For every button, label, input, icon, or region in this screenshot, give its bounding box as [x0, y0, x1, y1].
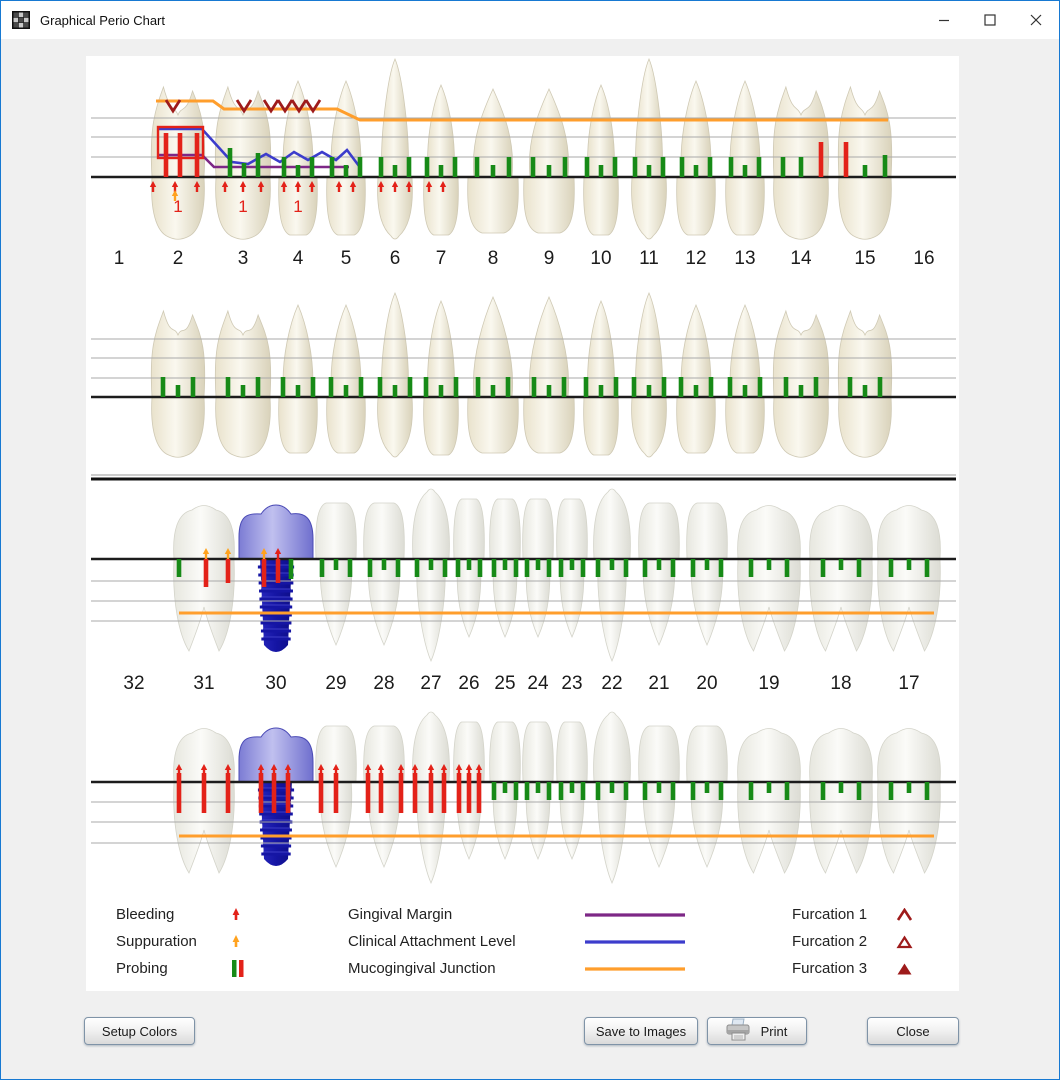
svg-text:1: 1 [293, 197, 302, 216]
suppuration-icon [230, 934, 242, 949]
svg-text:26: 26 [458, 673, 479, 694]
svg-text:14: 14 [790, 248, 812, 269]
svg-text:19: 19 [758, 673, 779, 694]
svg-text:1: 1 [173, 197, 182, 216]
svg-text:1: 1 [114, 248, 125, 269]
svg-text:2: 2 [173, 248, 184, 269]
svg-text:9: 9 [544, 248, 555, 269]
legend: Bleeding Suppuration Probing Gingival Ma… [86, 901, 959, 996]
app-icon [11, 10, 31, 30]
legend-column-1: Bleeding Suppuration Probing [116, 901, 246, 982]
svg-text:12: 12 [685, 248, 706, 269]
svg-text:18: 18 [830, 673, 851, 694]
bleeding-icon [230, 907, 242, 922]
minimize-icon [939, 19, 949, 22]
maximize-button[interactable] [967, 1, 1013, 39]
svg-text:7: 7 [436, 248, 447, 269]
legend-item-mucogingival-junction: Mucogingival Junction [348, 955, 686, 982]
printer-icon [725, 1018, 751, 1045]
svg-text:29: 29 [325, 673, 346, 694]
svg-text:11: 11 [639, 248, 659, 269]
svg-text:25: 25 [494, 673, 515, 694]
svg-text:6: 6 [390, 248, 401, 269]
svg-text:10: 10 [590, 248, 611, 269]
svg-text:16: 16 [913, 248, 934, 269]
maximize-icon [984, 14, 996, 26]
legend-column-2: Gingival Margin Clinical Attachment Leve… [348, 901, 686, 982]
svg-text:4: 4 [293, 248, 304, 269]
svg-text:5: 5 [341, 248, 352, 269]
furcation-2-icon [896, 934, 913, 949]
svg-text:13: 13 [734, 248, 755, 269]
mucogingival-junction-line-icon [584, 965, 686, 973]
close-dialog-button[interactable]: Close [867, 1017, 959, 1045]
legend-item-bleeding: Bleeding [116, 901, 246, 928]
svg-text:20: 20 [696, 673, 717, 694]
svg-text:3: 3 [238, 248, 249, 269]
gingival-margin-line-icon [584, 911, 686, 919]
legend-item-gingival-margin: Gingival Margin [348, 901, 686, 928]
close-button[interactable] [1013, 1, 1059, 39]
svg-text:27: 27 [420, 673, 441, 694]
print-button[interactable]: Print [707, 1017, 807, 1045]
legend-item-suppuration: Suppuration [116, 928, 246, 955]
svg-text:24: 24 [527, 673, 549, 694]
svg-text:8: 8 [488, 248, 499, 269]
svg-text:22: 22 [601, 673, 622, 694]
close-icon [1030, 14, 1042, 26]
legend-column-3: Furcation 1 Furcation 2 Furcation 3 [792, 901, 913, 982]
svg-text:17: 17 [898, 673, 919, 694]
svg-text:21: 21 [648, 673, 669, 694]
svg-text:1: 1 [238, 197, 247, 216]
window-controls [921, 1, 1059, 39]
legend-item-furcation-1: Furcation 1 [792, 901, 913, 928]
svg-text:30: 30 [265, 673, 286, 694]
minimize-button[interactable] [921, 1, 967, 39]
save-to-images-button[interactable]: Save to Images [584, 1017, 698, 1045]
window-title: Graphical Perio Chart [40, 12, 165, 28]
legend-item-furcation-2: Furcation 2 [792, 928, 913, 955]
svg-text:28: 28 [373, 673, 394, 694]
legend-item-furcation-3: Furcation 3 [792, 955, 913, 982]
titlebar: Graphical Perio Chart [1, 1, 1059, 39]
svg-text:31: 31 [193, 673, 214, 694]
perio-chart-panel: 1 1 1 1 2 3 4 5 6 7 8 9 10 11 12 13 14 15 16 32 31 30 29 28 27 26… [86, 56, 959, 991]
furcation-1-icon [896, 907, 913, 922]
setup-colors-button[interactable]: Setup Colors [84, 1017, 195, 1045]
svg-text:15: 15 [854, 248, 875, 269]
legend-item-probing: Probing [116, 955, 246, 982]
probing-icon [230, 959, 246, 978]
svg-text:32: 32 [123, 673, 144, 694]
legend-item-clinical-attachment-level: Clinical Attachment Level [348, 928, 686, 955]
furcation-3-icon [896, 962, 913, 976]
clinical-attachment-level-line-icon [584, 938, 686, 946]
svg-text:23: 23 [561, 673, 582, 694]
